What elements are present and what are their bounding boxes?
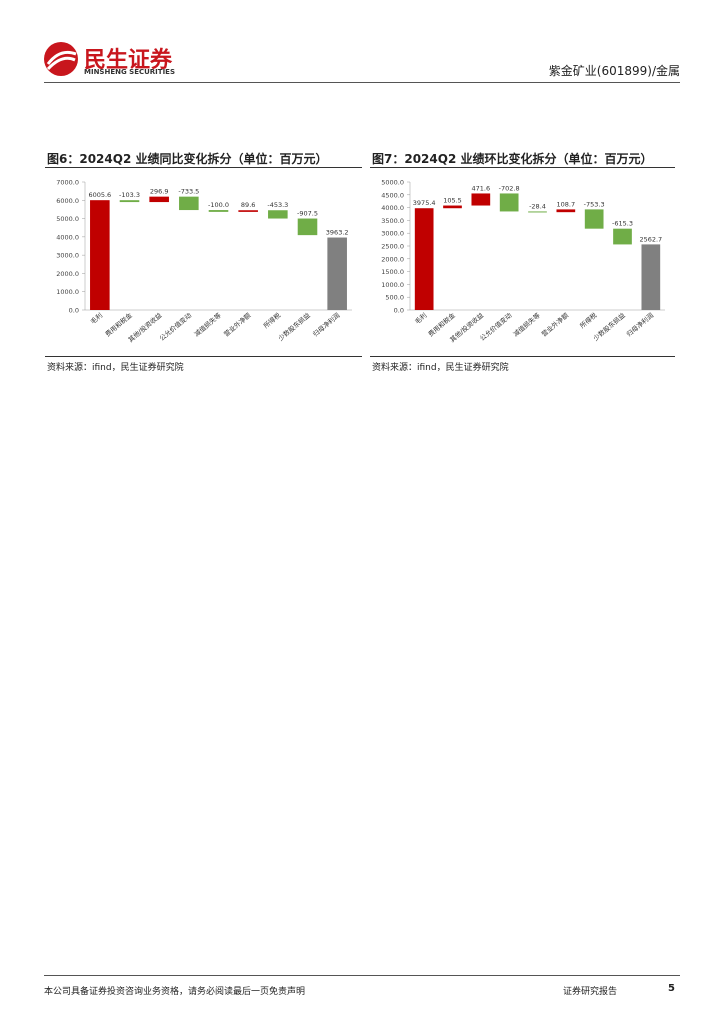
x-tick-label: 减值损失等 [192,310,223,338]
footer-rule [44,975,680,976]
x-tick-label: 所得税 [578,310,599,330]
bar [584,209,604,229]
y-tick-label: 2500.0 [381,243,404,251]
data-label: 471.6 [472,184,491,192]
data-label: -28.4 [529,202,546,210]
source: 资料来源：ifind，民生证券研究院 [372,363,509,373]
data-label: 6005.6 [88,191,111,199]
chart: 0.0 500.0 1000.0 1500.0 2000.0 2500.0 3000.0 35… [381,179,665,344]
x-tick-label: 归母净利润 [624,311,655,339]
y-tick-label: 500.0 [385,294,404,302]
data-label: -453.3 [267,201,288,209]
bar [327,237,347,310]
y-tick-label: 5000.0 [56,215,79,223]
data-label: -100.0 [208,201,229,209]
bar [528,211,547,213]
bar [499,193,519,212]
bar [414,208,434,310]
y-tick-label: 5000.0 [381,179,404,187]
x-tick-label: 费用和税金 [103,310,134,338]
header-right: 紫金矿业(601899)/金属 [548,64,680,78]
page-number: 5 [668,983,675,994]
y-tick-label: 4000.0 [381,204,404,212]
bar [119,200,140,203]
x-tick-label: 毛利 [88,311,104,326]
x-tick-label: 少数股东损益 [591,310,627,342]
x-tick-label: 减值损失等 [511,310,542,338]
bar [613,228,632,245]
bar [297,218,318,236]
data-label: -753.3 [584,200,605,208]
disclaimer: 本公司具备证券投资咨询业务资格，请务必阅读最后一页免责声明 [44,987,306,997]
bar [208,210,229,212]
y-tick-label: 3500.0 [381,217,404,225]
y-tick-label: 1000.0 [381,281,404,289]
x-tick-label: 所得税 [261,310,282,330]
bar [149,196,169,203]
title-rule [45,167,362,168]
data-label: 108.7 [557,200,576,208]
title-rule [370,167,675,168]
footer-label: 证券研究报告 [563,987,618,997]
data-label: 3963.2 [326,229,349,237]
data-label: -702.8 [499,184,520,192]
brand-en: MINSHENG SECURITIES [84,68,175,76]
logo [44,42,78,76]
y-tick-label: 1000.0 [56,288,79,296]
y-tick-label: 4500.0 [381,191,404,199]
figure-title: 图6：2024Q2 业绩同比变化拆分（单位：百万元） [47,152,328,166]
bar [443,205,462,209]
source-rule [45,356,362,357]
source-rule [370,356,675,357]
y-tick-label: 3000.0 [381,230,404,238]
y-tick-label: 7000.0 [56,179,79,187]
y-tick-label: 6000.0 [56,197,79,205]
header-rule [44,82,680,83]
y-tick-label: 0.0 [394,307,404,315]
data-label: -615.3 [612,220,633,228]
bar [238,210,258,212]
brand: 民生证券 [84,48,173,73]
data-label: 89.6 [241,201,255,209]
data-label: 296.9 [150,188,169,196]
data-label: -103.3 [119,191,140,199]
x-tick-label: 毛利 [413,311,429,326]
y-tick-label: 2000.0 [56,270,79,278]
source: 资料来源：ifind，民生证券研究院 [47,363,184,373]
x-tick-label: 公允价值变动 [157,310,193,342]
data-label: 2562.7 [639,235,662,243]
bar [268,210,288,219]
y-tick-label: 4000.0 [56,233,79,241]
chart: 0.0 1000.0 2000.0 3000.0 4000.0 5000.0 6000.0 7… [56,179,352,344]
x-tick-label: 公允价值变动 [478,310,514,342]
x-tick-label: 归母净利润 [311,311,342,339]
x-tick-label: 营业外净额 [539,310,570,338]
data-label: 3975.4 [413,199,436,207]
bar [641,244,661,310]
figure-title: 图7：2024Q2 业绩环比变化拆分（单位：百万元） [372,152,653,166]
bar [90,200,110,310]
bar [556,209,576,213]
data-label: -733.5 [178,188,199,196]
data-label: 105.5 [443,197,462,205]
x-tick-label: 少数股东损益 [276,310,312,342]
data-label: -907.5 [297,210,318,218]
y-tick-label: 3000.0 [56,252,79,260]
bar [471,193,491,206]
bar [179,196,199,211]
y-tick-label: 2000.0 [381,255,404,263]
y-tick-label: 0.0 [69,307,79,315]
y-tick-label: 1500.0 [381,268,404,276]
x-tick-label: 营业外净额 [222,310,253,338]
